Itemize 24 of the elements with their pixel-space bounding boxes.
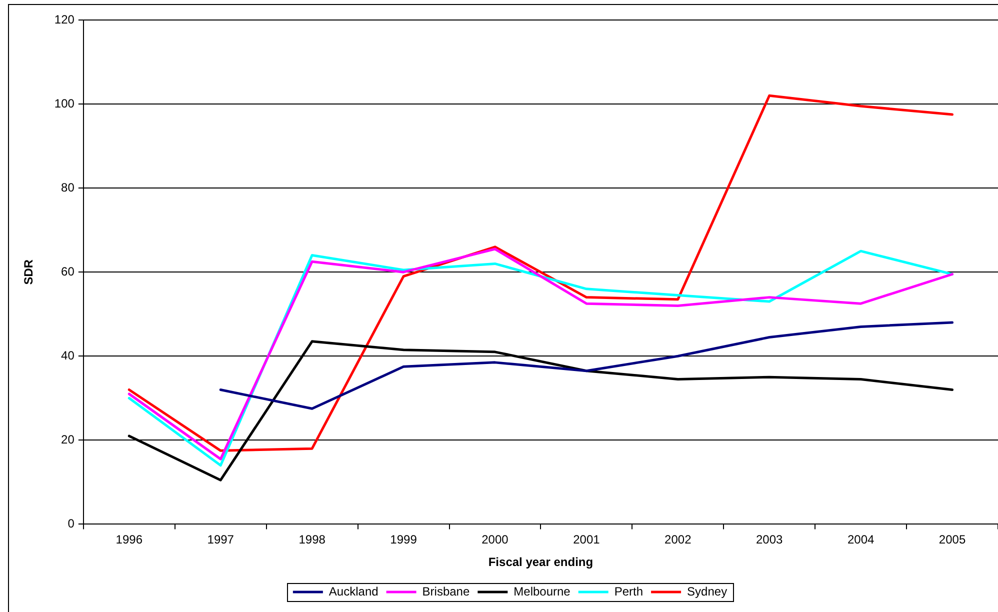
y-tick-label: 0 (68, 516, 75, 531)
y-tick-label: 80 (61, 180, 75, 194)
legend-label: Perth (614, 584, 644, 598)
x-tick-label: 2005 (938, 532, 966, 547)
y-tick-label: 100 (54, 96, 75, 110)
y-tick-label: 120 (54, 12, 75, 26)
legend-label: Brisbane (422, 584, 470, 598)
legend-label: Auckland (328, 584, 378, 598)
x-tick-label: 2002 (664, 532, 692, 547)
x-tick-label: 1997 (207, 532, 234, 547)
y-axis-title: SDR (22, 259, 36, 285)
y-tick-label: 20 (61, 432, 75, 446)
legend-label: Sydney (687, 584, 728, 598)
x-axis-title: Fiscal year ending (488, 555, 594, 570)
x-tick-label: 1999 (390, 532, 418, 547)
x-tick-label: 1998 (298, 532, 326, 547)
y-tick-label: 40 (61, 348, 75, 362)
x-tick-label: 1996 (116, 532, 143, 547)
x-tick-label: 2004 (847, 532, 874, 547)
x-tick-label: 2003 (756, 532, 784, 547)
legend-label: Melbourne (514, 584, 571, 598)
x-tick-label: 2000 (482, 532, 509, 547)
y-tick-label: 60 (61, 264, 75, 278)
x-tick-label: 2001 (573, 532, 600, 547)
